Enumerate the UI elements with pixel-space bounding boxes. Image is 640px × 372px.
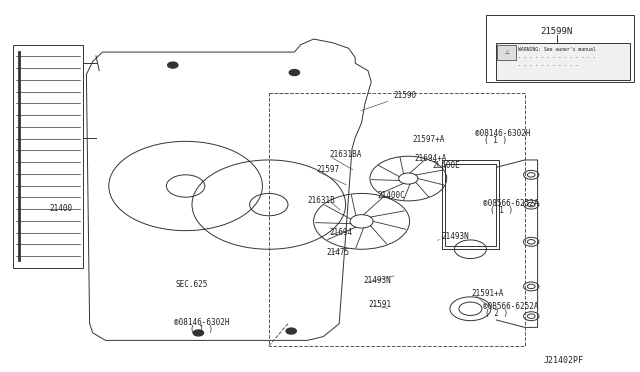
Text: ( 2 ): ( 2 ): [485, 309, 508, 318]
Text: - - - - - - - - - - -: - - - - - - - - - - -: [518, 63, 579, 68]
Text: 21631BA: 21631BA: [330, 150, 362, 159]
Bar: [486, 15, 634, 82]
Text: - - - - - - - - - - - - - -: - - - - - - - - - - - - - -: [518, 55, 596, 60]
Text: 21631B: 21631B: [307, 196, 335, 205]
Bar: [442, 160, 499, 249]
Text: 21493N: 21493N: [364, 276, 391, 285]
Bar: [496, 43, 630, 80]
Text: 21475: 21475: [326, 248, 349, 257]
Text: ⚠: ⚠: [504, 49, 509, 55]
Text: J21402PF: J21402PF: [543, 356, 583, 365]
Text: 21694+A: 21694+A: [415, 154, 447, 163]
Text: ®08146-6302H: ®08146-6302H: [174, 318, 229, 327]
Text: ®08146-6302H: ®08146-6302H: [475, 129, 531, 138]
Text: 21400: 21400: [49, 204, 72, 213]
Circle shape: [168, 62, 178, 68]
Text: 21590: 21590: [394, 92, 417, 100]
Circle shape: [193, 330, 204, 336]
Circle shape: [286, 328, 296, 334]
Text: 21599N: 21599N: [541, 27, 573, 36]
Text: 21400C: 21400C: [378, 191, 405, 200]
Text: ( 1 ): ( 1 ): [484, 136, 507, 145]
Text: ®08566-6252A: ®08566-6252A: [483, 199, 539, 208]
Text: 21694: 21694: [330, 228, 353, 237]
Text: SEC.625: SEC.625: [176, 280, 208, 289]
Circle shape: [289, 70, 300, 76]
Bar: [269, 93, 525, 346]
Bar: [497, 45, 516, 60]
Text: ( 1 ): ( 1 ): [190, 325, 213, 334]
Bar: [13, 45, 83, 268]
Text: 2L400E: 2L400E: [432, 161, 460, 170]
Text: 21591+A: 21591+A: [472, 289, 504, 298]
Text: ®0B566-6252A: ®0B566-6252A: [483, 302, 539, 311]
Text: 21493N: 21493N: [442, 232, 469, 241]
Text: 21597+A: 21597+A: [413, 135, 445, 144]
Text: 21591: 21591: [368, 300, 391, 309]
Bar: [445, 164, 496, 246]
Text: WARNING: See owner's manual: WARNING: See owner's manual: [518, 47, 596, 52]
Text: ( 1 ): ( 1 ): [490, 206, 513, 215]
Text: 21597: 21597: [317, 165, 340, 174]
